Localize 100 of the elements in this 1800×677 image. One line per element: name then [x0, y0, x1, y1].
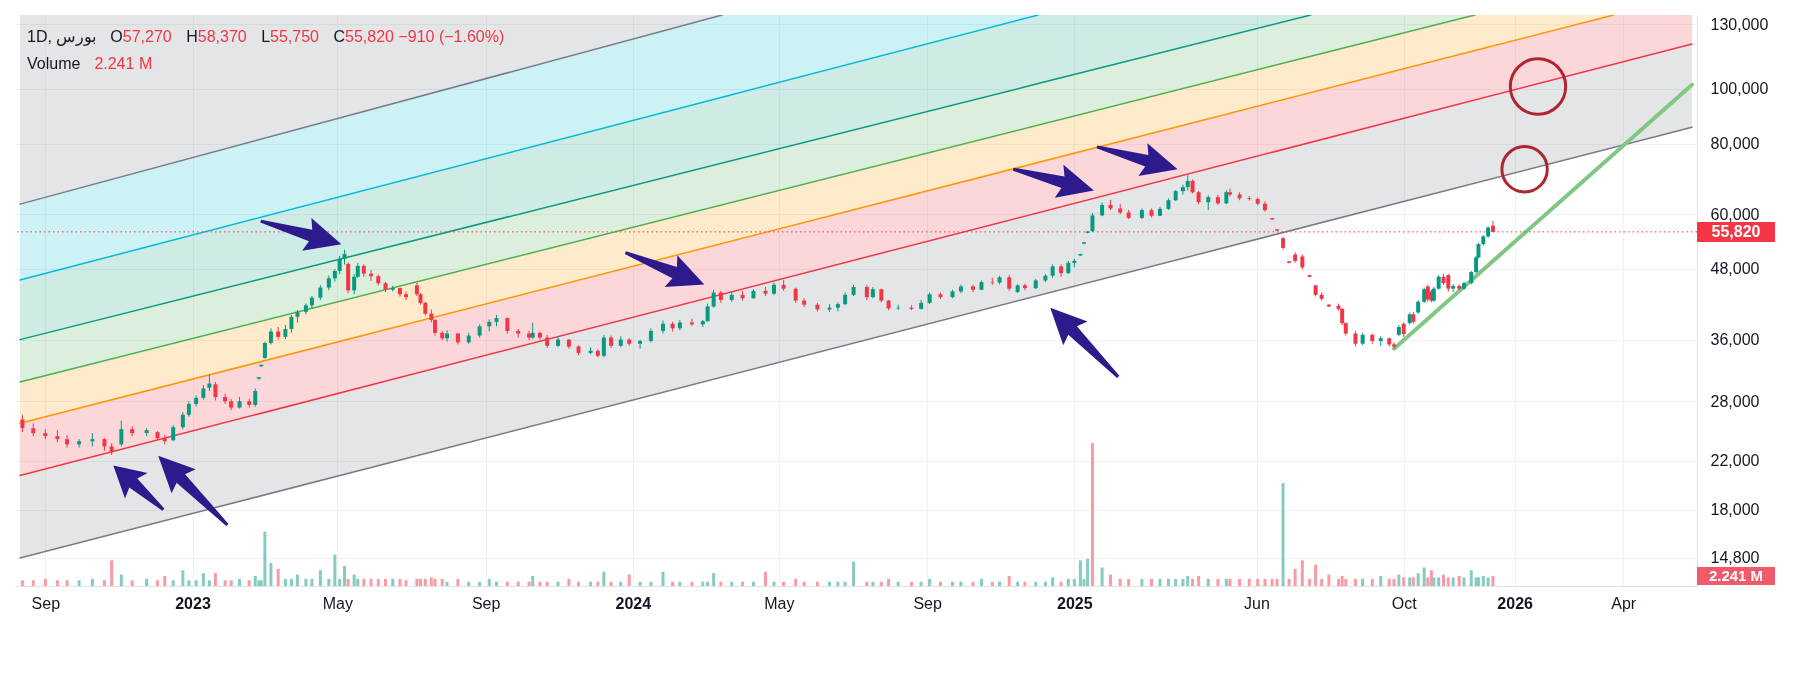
- candlestick: [660, 320, 665, 335]
- candlestick: [638, 339, 643, 350]
- bar: [527, 581, 531, 586]
- bar: [495, 581, 499, 586]
- bar: [283, 578, 287, 586]
- bar: [391, 578, 395, 586]
- bar: [1422, 567, 1426, 586]
- bar: [238, 578, 242, 586]
- bar: [223, 580, 227, 586]
- bar: [1491, 575, 1495, 586]
- bar: [1007, 575, 1011, 586]
- bar: [102, 580, 106, 586]
- bar: [1370, 578, 1374, 586]
- bar: [865, 581, 869, 586]
- bar: [1086, 558, 1090, 586]
- bar: [764, 571, 768, 586]
- bar: [398, 578, 402, 586]
- bar: [467, 581, 471, 586]
- bar: [1270, 578, 1274, 586]
- bar: [706, 581, 710, 586]
- candlestick: [689, 318, 694, 327]
- bar: [415, 578, 419, 586]
- bar: [1402, 577, 1406, 586]
- bar: [1469, 570, 1473, 586]
- bar: [1066, 578, 1070, 586]
- bar: [1118, 578, 1122, 586]
- bar: [971, 581, 975, 586]
- bar: [65, 580, 69, 586]
- bar: [782, 581, 786, 586]
- bar: [627, 574, 631, 586]
- bar: [433, 578, 437, 586]
- bar: [1238, 578, 1242, 586]
- y-tick-label: 28,000: [1710, 392, 1760, 410]
- bar: [538, 581, 542, 586]
- bar: [1337, 578, 1341, 586]
- bar: [1140, 578, 1144, 586]
- candlestick: [309, 295, 314, 310]
- candlestick: [835, 301, 840, 312]
- bar: [369, 578, 373, 586]
- bar: [516, 581, 520, 586]
- bar: [1481, 575, 1485, 586]
- candlestick: [1180, 184, 1185, 195]
- y-tick-label: 36,000: [1710, 331, 1760, 349]
- bar: [352, 574, 356, 586]
- bar: [836, 581, 840, 586]
- bar: [928, 578, 932, 586]
- bar: [1158, 578, 1162, 586]
- bar: [1446, 577, 1450, 586]
- y-tick-label: 14,800: [1710, 549, 1760, 567]
- bar: [1457, 575, 1461, 586]
- bar: [119, 574, 123, 586]
- x-tick-label: Jun: [1244, 594, 1270, 612]
- bar: [1314, 564, 1318, 586]
- candlestick: [1293, 251, 1298, 264]
- bar: [577, 581, 581, 586]
- bar: [596, 581, 600, 586]
- bar: [1034, 581, 1038, 586]
- bar: [130, 580, 134, 586]
- bar: [531, 575, 535, 586]
- bar: [1023, 581, 1027, 586]
- x-tick-label: Apr: [1611, 594, 1637, 612]
- bar: [478, 581, 482, 586]
- bar: [333, 554, 337, 586]
- bar: [661, 571, 665, 586]
- bar: [318, 570, 322, 586]
- bar: [229, 580, 233, 586]
- bar: [1392, 578, 1396, 586]
- y-tick-label: 22,000: [1710, 452, 1760, 470]
- chart-subtitle: 2.241 M: [94, 55, 153, 72]
- bar: [20, 580, 24, 586]
- bar: [1109, 574, 1113, 586]
- x-tick-label: 2024: [615, 594, 652, 612]
- bar: [938, 581, 942, 586]
- bar: [1320, 578, 1324, 586]
- bar: [1181, 578, 1185, 586]
- bar: [998, 581, 1002, 586]
- bar: [1287, 578, 1291, 586]
- bar: [1416, 573, 1420, 586]
- bar: [730, 581, 734, 586]
- bar: [1293, 568, 1297, 586]
- bar: [404, 580, 408, 586]
- y-tick-label: 130,000: [1710, 15, 1769, 33]
- bar: [1344, 578, 1348, 586]
- ref-line-label: 55,820: [1711, 222, 1761, 240]
- bar: [678, 581, 682, 586]
- bar: [327, 578, 331, 586]
- bar: [201, 573, 205, 586]
- bar: [207, 580, 211, 586]
- bar: [505, 581, 509, 586]
- bar: [343, 565, 347, 586]
- bar: [295, 574, 299, 586]
- bar: [77, 580, 81, 586]
- bar: [253, 575, 257, 586]
- bar: [171, 580, 175, 586]
- bar: [423, 578, 427, 586]
- bar: [1078, 560, 1082, 586]
- bar: [445, 581, 449, 586]
- bar: [959, 581, 963, 586]
- bar: [827, 581, 831, 586]
- candlestick: [65, 434, 70, 449]
